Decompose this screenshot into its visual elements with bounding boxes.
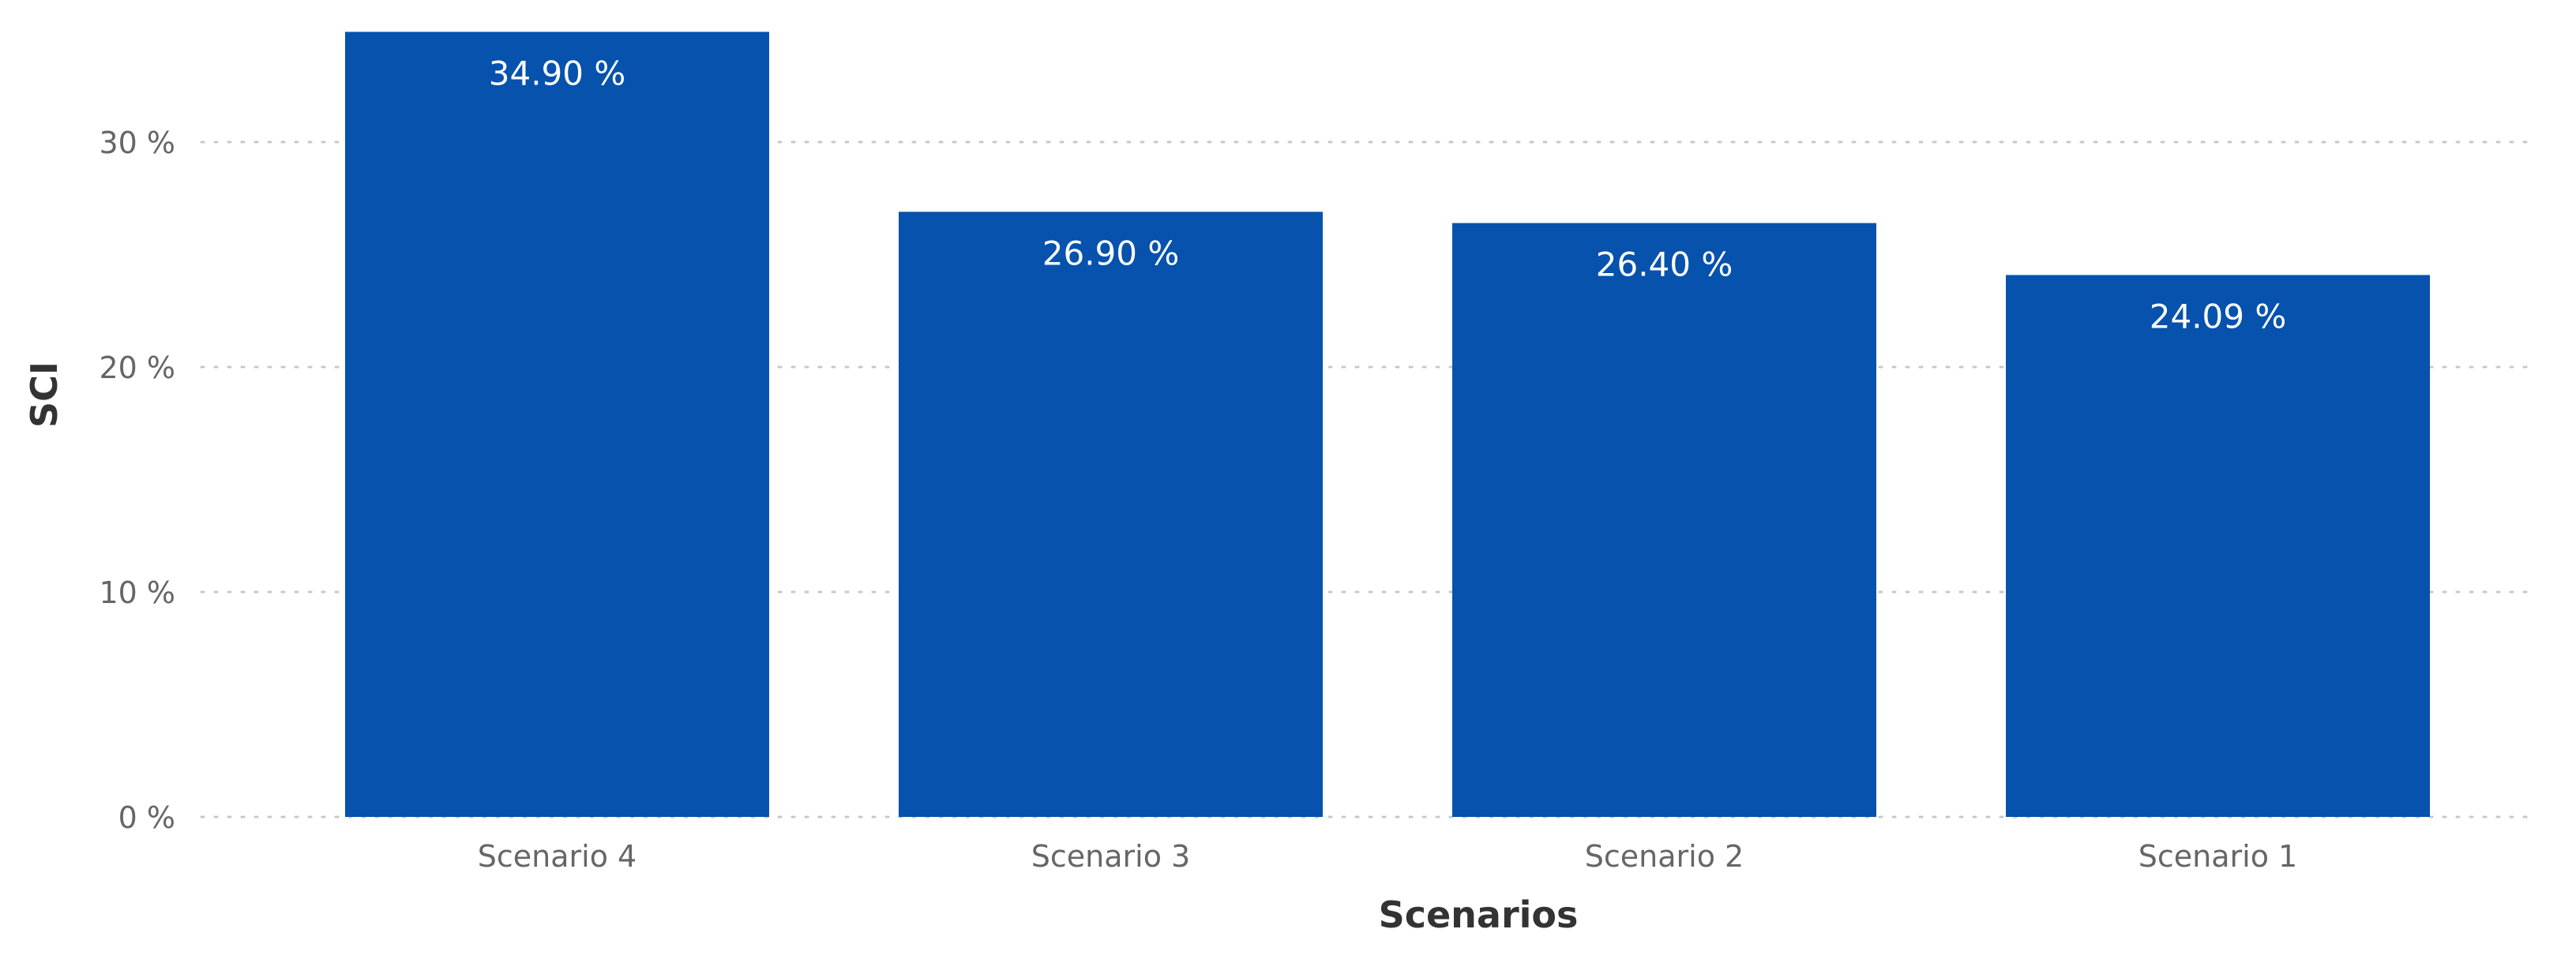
bar-scenario-3	[899, 212, 1323, 818]
y-tick-label: 30 %	[99, 125, 175, 160]
y-tick-label: 0 %	[118, 800, 175, 835]
x-axis-title: Scenarios	[1379, 893, 1579, 936]
x-tick-label: Scenario 2	[1585, 839, 1744, 874]
y-tick-label: 10 %	[99, 575, 175, 610]
x-axis: Scenario 4 Scenario 3 Scenario 2 Scenario 1	[478, 839, 2297, 874]
x-tick-label: Scenario 1	[2139, 839, 2297, 874]
data-label: 26.90 %	[1042, 234, 1180, 272]
data-label: 34.90 %	[489, 54, 626, 92]
y-axis-title: SCI	[23, 361, 66, 428]
y-tick-label: 20 %	[99, 350, 175, 385]
y-axis: 0 % 10 % 20 % 30 %	[99, 125, 175, 835]
x-tick-label: Scenario 3	[1031, 839, 1190, 874]
bar-scenario-2	[1452, 223, 1876, 818]
bar-scenario-1	[2006, 275, 2430, 817]
x-tick-label: Scenario 4	[478, 839, 636, 874]
data-label: 24.09 %	[2150, 297, 2287, 335]
bar-scenario-4	[345, 32, 769, 818]
data-label: 26.40 %	[1596, 245, 1733, 284]
data-labels: 34.90 % 26.90 % 26.40 % 24.09 %	[489, 54, 2287, 335]
bars	[345, 32, 2430, 818]
